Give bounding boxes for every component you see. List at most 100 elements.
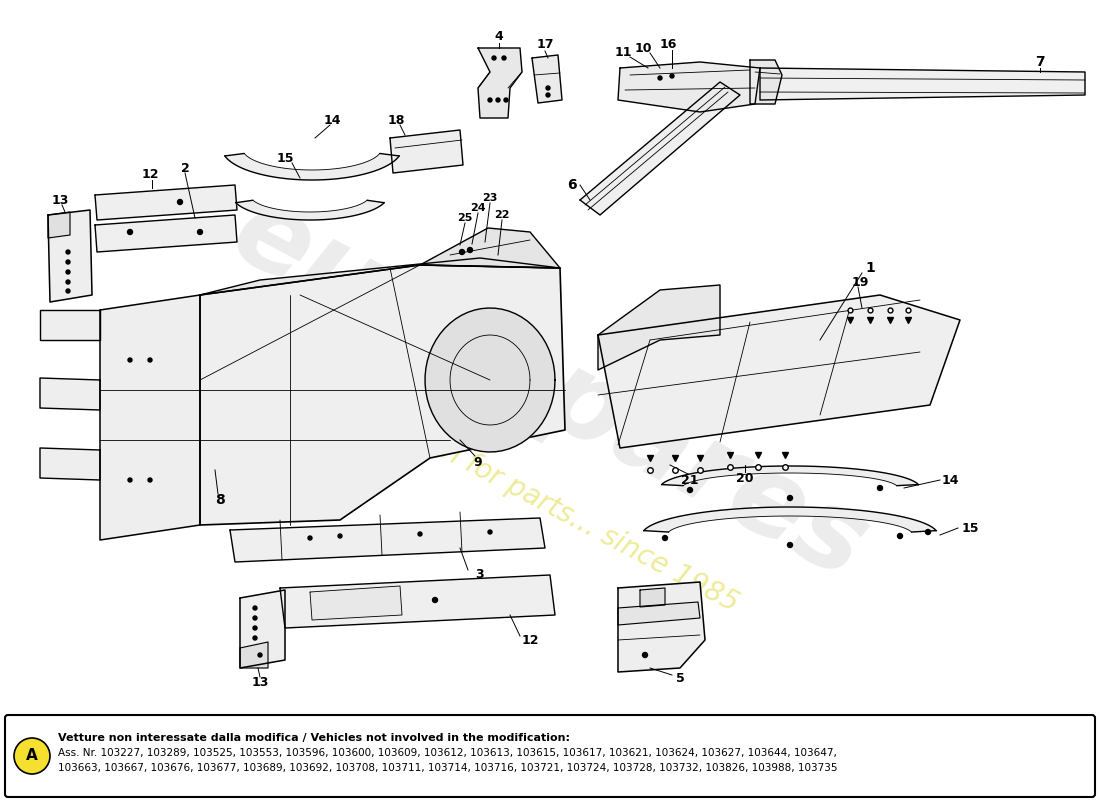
Polygon shape [40, 310, 100, 340]
Polygon shape [200, 258, 560, 295]
Text: 1: 1 [865, 261, 874, 275]
Text: 17: 17 [537, 38, 553, 51]
Polygon shape [618, 62, 760, 112]
Polygon shape [95, 215, 236, 252]
Text: 18: 18 [387, 114, 405, 126]
Text: 15: 15 [961, 522, 979, 534]
Polygon shape [661, 466, 918, 486]
Circle shape [898, 534, 902, 538]
Text: 19: 19 [851, 275, 869, 289]
Circle shape [66, 289, 70, 293]
Circle shape [502, 56, 506, 60]
Circle shape [878, 486, 882, 490]
Polygon shape [532, 55, 562, 103]
Circle shape [66, 250, 70, 254]
Circle shape [253, 626, 257, 630]
Circle shape [688, 487, 693, 493]
Polygon shape [598, 285, 721, 370]
Circle shape [128, 230, 132, 234]
Circle shape [253, 616, 257, 620]
Text: 15: 15 [276, 151, 294, 165]
Polygon shape [240, 590, 285, 668]
Polygon shape [224, 154, 399, 180]
Circle shape [546, 86, 550, 90]
Text: 24: 24 [470, 203, 486, 213]
Polygon shape [48, 212, 70, 238]
Text: 11: 11 [614, 46, 631, 58]
Circle shape [258, 653, 262, 657]
Polygon shape [240, 642, 268, 668]
Text: Vetture non interessate dalla modifica / Vehicles not involved in the modificati: Vetture non interessate dalla modifica /… [58, 733, 570, 743]
Polygon shape [230, 518, 544, 562]
FancyBboxPatch shape [6, 715, 1094, 797]
Circle shape [546, 93, 550, 97]
Text: 13: 13 [251, 675, 268, 689]
Text: 22: 22 [494, 210, 509, 220]
Polygon shape [420, 228, 560, 268]
Text: a passion for parts... since 1985: a passion for parts... since 1985 [337, 383, 744, 617]
Text: 4: 4 [495, 30, 504, 43]
Polygon shape [95, 185, 236, 220]
Circle shape [662, 535, 668, 541]
Text: 12: 12 [141, 169, 158, 182]
Polygon shape [48, 210, 92, 302]
Polygon shape [235, 200, 384, 220]
Text: 13: 13 [52, 194, 68, 206]
Circle shape [308, 536, 312, 540]
Text: 21: 21 [681, 474, 698, 486]
Circle shape [148, 358, 152, 362]
Polygon shape [618, 582, 705, 672]
Circle shape [177, 199, 183, 205]
Circle shape [670, 74, 674, 78]
Circle shape [642, 653, 648, 658]
Circle shape [66, 270, 70, 274]
Text: 7: 7 [1035, 55, 1045, 69]
Polygon shape [640, 588, 666, 607]
Circle shape [148, 478, 152, 482]
Circle shape [492, 56, 496, 60]
Circle shape [66, 260, 70, 264]
Polygon shape [200, 265, 565, 525]
Circle shape [504, 98, 508, 102]
Text: eurospares: eurospares [214, 178, 886, 602]
Text: 6: 6 [568, 178, 576, 192]
Circle shape [418, 532, 422, 536]
Circle shape [488, 530, 492, 534]
Polygon shape [580, 82, 740, 215]
Polygon shape [100, 295, 200, 540]
Text: 23: 23 [482, 193, 497, 203]
Circle shape [14, 738, 50, 774]
Text: 2: 2 [180, 162, 189, 174]
Circle shape [253, 636, 257, 640]
Polygon shape [644, 507, 936, 532]
Circle shape [432, 598, 438, 602]
Polygon shape [40, 378, 100, 410]
Text: 8: 8 [216, 493, 224, 507]
Text: 14: 14 [942, 474, 959, 486]
Text: 16: 16 [659, 38, 676, 51]
Circle shape [788, 495, 792, 501]
Text: A: A [26, 749, 37, 763]
Text: 5: 5 [675, 671, 684, 685]
Text: 25: 25 [458, 213, 473, 223]
Circle shape [128, 478, 132, 482]
Circle shape [468, 247, 473, 253]
Polygon shape [280, 575, 556, 628]
Circle shape [128, 358, 132, 362]
Polygon shape [390, 130, 463, 173]
Text: 10: 10 [635, 42, 651, 54]
Circle shape [460, 250, 464, 254]
Polygon shape [478, 48, 522, 118]
Circle shape [338, 534, 342, 538]
Polygon shape [598, 295, 960, 448]
Text: Ass. Nr. 103227, 103289, 103525, 103553, 103596, 103600, 103609, 103612, 103613,: Ass. Nr. 103227, 103289, 103525, 103553,… [58, 748, 837, 773]
Circle shape [496, 98, 500, 102]
Text: 14: 14 [323, 114, 341, 126]
Polygon shape [40, 448, 100, 480]
Polygon shape [425, 308, 556, 452]
Circle shape [198, 230, 202, 234]
Circle shape [253, 606, 257, 610]
Circle shape [488, 98, 492, 102]
Polygon shape [310, 586, 402, 620]
Text: 12: 12 [521, 634, 539, 646]
